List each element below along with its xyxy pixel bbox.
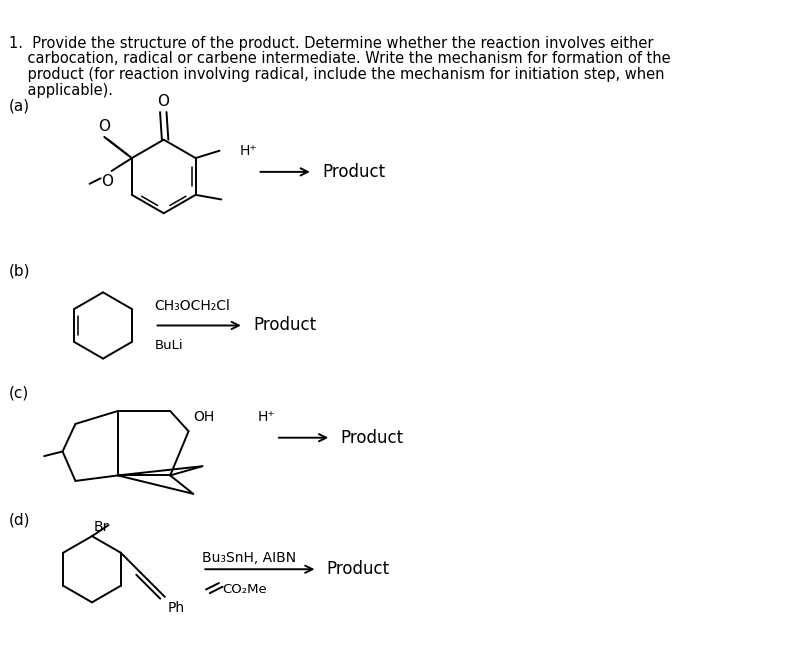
Text: BuLi: BuLi xyxy=(155,340,183,352)
Text: 1.  Provide the structure of the product. Determine whether the reaction involve: 1. Provide the structure of the product.… xyxy=(9,36,654,51)
Text: Br: Br xyxy=(94,520,109,534)
Text: (c): (c) xyxy=(9,385,30,401)
Text: applicable).: applicable). xyxy=(9,83,113,97)
Text: Product: Product xyxy=(341,429,403,447)
Text: carbocation, radical or carbene intermediate. Write the mechanism for formation : carbocation, radical or carbene intermed… xyxy=(9,52,671,66)
Text: (a): (a) xyxy=(9,98,31,113)
Text: CO₂Me: CO₂Me xyxy=(223,583,268,596)
Text: Product: Product xyxy=(327,560,389,578)
Text: (d): (d) xyxy=(9,512,31,527)
Text: Product: Product xyxy=(322,163,385,181)
Text: product (for reaction involving radical, include the mechanism for initiation st: product (for reaction involving radical,… xyxy=(9,67,665,82)
Text: CH₃OCH₂Cl: CH₃OCH₂Cl xyxy=(155,299,231,313)
Text: Ph: Ph xyxy=(167,602,184,616)
Text: O: O xyxy=(157,94,169,109)
Text: (b): (b) xyxy=(9,264,31,279)
Text: H⁺: H⁺ xyxy=(258,410,276,424)
Text: H⁺: H⁺ xyxy=(239,144,257,158)
Text: Product: Product xyxy=(253,316,316,334)
Text: OH: OH xyxy=(193,410,214,424)
Text: O: O xyxy=(98,119,110,134)
Text: Bu₃SnH, AIBN: Bu₃SnH, AIBN xyxy=(203,551,297,565)
Text: O: O xyxy=(101,173,113,189)
